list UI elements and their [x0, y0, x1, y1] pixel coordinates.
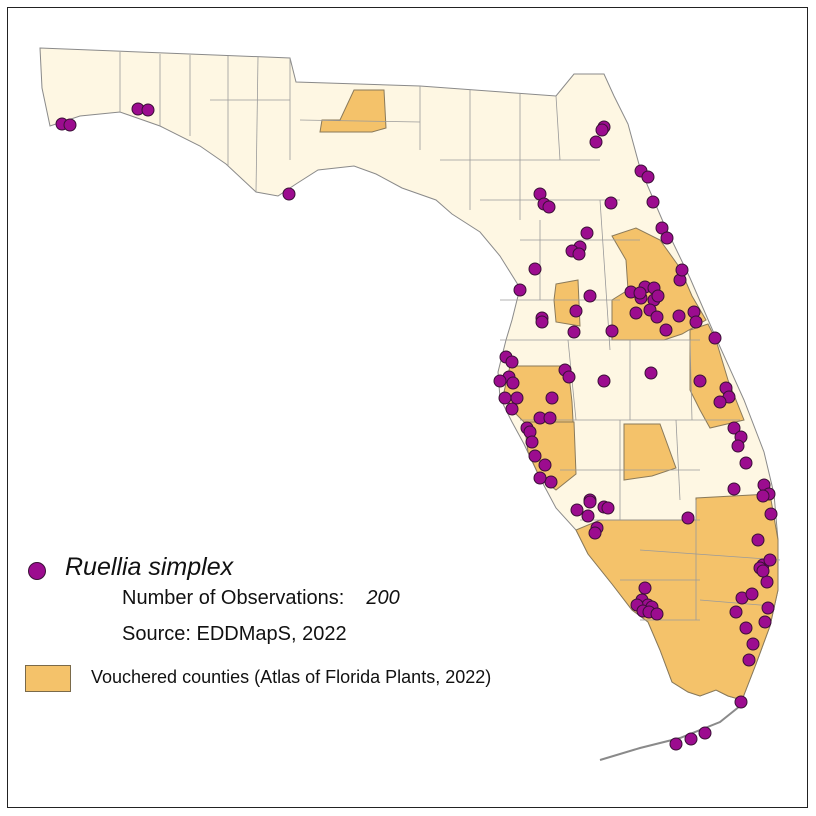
- county-borders: [119, 52, 781, 621]
- florida-keys: [599, 705, 741, 761]
- observation-point: [583, 289, 597, 303]
- observation-point: [672, 309, 686, 323]
- observation-point: [739, 456, 753, 470]
- observation-point: [581, 509, 595, 523]
- observation-point: [525, 435, 539, 449]
- observation-point: [498, 391, 512, 405]
- observation-point: [689, 315, 703, 329]
- observation-point: [760, 575, 774, 589]
- observation-point: [675, 263, 689, 277]
- observation-point: [644, 366, 658, 380]
- observation-point: [756, 564, 770, 578]
- observation-point: [629, 306, 643, 320]
- observation-point: [761, 601, 775, 615]
- observation-point: [745, 587, 759, 601]
- observation-point: [513, 283, 527, 297]
- observation-point: [633, 286, 647, 300]
- observation-point: [731, 439, 745, 453]
- observation-point: [646, 195, 660, 209]
- observation-point: [742, 653, 756, 667]
- observation-point: [141, 103, 155, 117]
- observation-point: [698, 726, 712, 740]
- observation-point: [641, 170, 655, 184]
- observation-point: [570, 503, 584, 517]
- observation-point: [638, 581, 652, 595]
- observation-point: [727, 482, 741, 496]
- observation-point: [510, 391, 524, 405]
- observation-point: [729, 605, 743, 619]
- observation-point: [650, 607, 664, 621]
- observation-points: [55, 102, 778, 751]
- observation-point: [660, 231, 674, 245]
- observation-point: [650, 310, 664, 324]
- observation-point: [63, 118, 77, 132]
- observation-point: [572, 247, 586, 261]
- observation-point: [739, 621, 753, 635]
- observation-point: [713, 395, 727, 409]
- observation-point: [605, 324, 619, 338]
- observation-point: [542, 200, 556, 214]
- county-highlands: [623, 423, 677, 481]
- observation-point: [651, 289, 665, 303]
- map-frame: [7, 7, 808, 808]
- observation-point: [589, 135, 603, 149]
- observation-point: [528, 262, 542, 276]
- observation-point: [569, 304, 583, 318]
- observation-point: [588, 526, 602, 540]
- observation-point: [727, 421, 741, 435]
- observation-point: [684, 732, 698, 746]
- observation-point: [538, 458, 552, 472]
- observation-point: [505, 355, 519, 369]
- observation-point: [758, 615, 772, 629]
- observation-point: [535, 315, 549, 329]
- observation-point: [756, 489, 770, 503]
- vouchered-label: Vouchered counties (Atlas of Florida Pla…: [91, 667, 492, 687]
- observation-count-value: 200: [366, 587, 400, 609]
- observation-point: [580, 226, 594, 240]
- observation-point: [282, 187, 296, 201]
- observation-point: [751, 533, 765, 547]
- observation-point: [567, 325, 581, 339]
- vouchered-swatch: [25, 665, 71, 692]
- observation-point: [669, 737, 683, 751]
- observation-point: [562, 370, 576, 384]
- observation-count-line: Number of Observations: 200: [122, 587, 400, 610]
- observation-marker-icon: [28, 562, 46, 580]
- county-sumter: [553, 279, 581, 327]
- observation-point: [544, 475, 558, 489]
- observation-point: [693, 374, 707, 388]
- observation-point: [734, 695, 748, 709]
- observation-point: [506, 376, 520, 390]
- observation-point: [659, 323, 673, 337]
- observation-count-label: Number of Observations:: [122, 587, 345, 609]
- observation-point: [601, 501, 615, 515]
- observation-point: [533, 471, 547, 485]
- observation-point: [764, 507, 778, 521]
- observation-point: [597, 374, 611, 388]
- observation-point: [583, 495, 597, 509]
- observation-point: [595, 123, 609, 137]
- observation-point: [708, 331, 722, 345]
- observation-point: [763, 553, 777, 567]
- observation-point: [505, 402, 519, 416]
- observation-point: [493, 374, 507, 388]
- observation-point: [681, 511, 695, 525]
- species-name: Ruellia simplex: [65, 553, 234, 581]
- source-line: Source: EDDMapS, 2022: [122, 623, 347, 645]
- observation-point: [604, 196, 618, 210]
- observation-point: [545, 391, 559, 405]
- observation-point: [746, 637, 760, 651]
- observation-point: [528, 449, 542, 463]
- observation-point: [543, 411, 557, 425]
